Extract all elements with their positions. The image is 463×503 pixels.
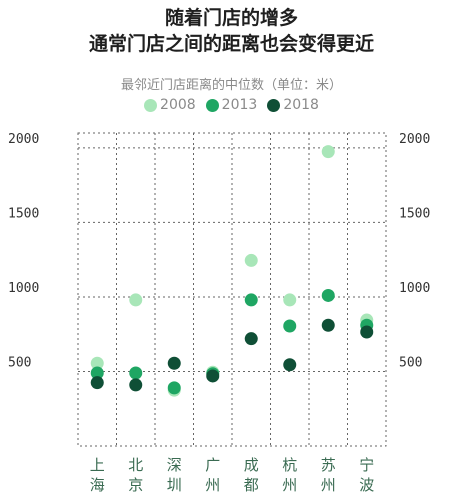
chart-subtitle: 最邻近门店距离的中位数（单位：米） [120, 78, 342, 93]
legend-label-2008: 2008 [160, 97, 196, 113]
y-tick-label-left: 2000 [8, 132, 39, 147]
data-point-2008 [90, 356, 104, 370]
y-tick-label-right: 1500 [399, 206, 430, 221]
x-category-label: 广 [205, 456, 220, 474]
data-point-2018 [206, 369, 220, 383]
plot-frame [77, 132, 387, 447]
data-point-2008 [321, 145, 335, 159]
data-point-2018 [244, 332, 258, 346]
legend-label-2013: 2013 [221, 97, 258, 113]
data-point-2013 [90, 366, 104, 380]
y-tick-label-right: 1000 [399, 281, 430, 296]
x-category-label: 成 [244, 456, 259, 474]
legend: 2008 2013 2018 [0, 97, 463, 113]
legend-item-2018: 2018 [267, 97, 319, 113]
x-category-label: 海 [90, 476, 105, 494]
data-point-2013 [283, 319, 297, 333]
legend-swatch-2013 [205, 98, 219, 112]
legend-item-2013: 2013 [205, 97, 258, 113]
data-point-2018 [90, 376, 104, 390]
x-category-label: 苏 [321, 456, 336, 474]
chart-title-line-2: 通常门店之间的距离也会变得更近 [88, 33, 374, 55]
y-tick-label-left: 1500 [8, 206, 39, 221]
data-point-2008 [283, 293, 297, 307]
x-category-label: 州 [282, 476, 297, 494]
data-point-2018 [129, 378, 143, 392]
data-point-2013 [167, 381, 181, 395]
x-category-label: 州 [205, 476, 220, 494]
y-tick-label-right: 2000 [399, 132, 430, 147]
data-point-2013 [129, 366, 143, 380]
data-point-2008 [244, 253, 258, 267]
x-category-label: 都 [244, 476, 259, 494]
y-tick-label-left: 1000 [8, 281, 39, 296]
data-point-2018 [167, 356, 181, 370]
y-tick-label-right: 500 [399, 355, 422, 370]
data-point-2008 [129, 293, 143, 307]
x-category-label: 深 [167, 456, 182, 474]
data-point-2013 [244, 293, 258, 307]
legend-item-2008: 2008 [144, 97, 196, 113]
x-category-label: 圳 [167, 476, 182, 494]
x-category-label: 北 [128, 456, 143, 474]
x-category-label: 上 [90, 456, 105, 474]
x-category-label: 宁 [359, 456, 374, 474]
x-category-label: 京 [128, 476, 143, 494]
data-point-2018 [283, 358, 297, 372]
y-tick-label-left: 500 [8, 355, 31, 370]
legend-swatch-2018 [267, 98, 281, 112]
x-category-label: 州 [321, 476, 336, 494]
data-point-2018 [360, 325, 374, 339]
legend-swatch-2008 [144, 98, 158, 112]
data-point-2013 [321, 288, 335, 302]
x-category-label: 杭 [282, 456, 297, 474]
chart-title-line-1: 随着门店的增多 [164, 7, 298, 29]
legend-label-2018: 2018 [283, 97, 319, 113]
data-point-2018 [321, 318, 335, 332]
x-category-label: 波 [359, 476, 374, 494]
